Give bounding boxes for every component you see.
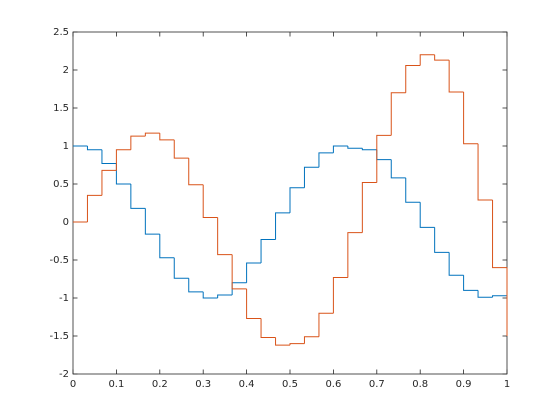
x-tick-label: 0.1	[108, 379, 124, 390]
stair-step	[463, 92, 479, 145]
x-tick-label: 0.5	[282, 379, 298, 390]
stair-step	[101, 169, 117, 196]
y-tick-label: 2	[63, 65, 69, 76]
x-tick-label: 0.7	[369, 379, 385, 390]
stair-step	[434, 54, 450, 61]
stair-step	[303, 336, 319, 344]
stair-step	[173, 257, 189, 279]
stair-step	[86, 146, 102, 151]
stair-step	[318, 152, 334, 168]
x-tick-label: 0.3	[195, 379, 211, 390]
stair-step	[390, 92, 406, 136]
stair-step	[188, 278, 204, 293]
stair-step	[289, 187, 305, 213]
stair-step	[361, 148, 377, 151]
stair-step	[434, 227, 450, 253]
stair-step	[390, 159, 406, 179]
stair-step	[231, 254, 247, 290]
stair-step	[246, 262, 262, 283]
x-tick-label: 0.9	[456, 379, 472, 390]
stair-step	[405, 64, 421, 93]
stair-step	[86, 194, 102, 222]
y-tick-label: 0.5	[53, 179, 69, 190]
stair-step	[188, 158, 204, 186]
stair-step	[144, 208, 160, 235]
stair-step	[477, 143, 493, 201]
y-tick-label: -1.5	[49, 331, 69, 342]
stair-step	[130, 184, 146, 209]
stair-step	[303, 166, 319, 188]
stair-step	[332, 145, 348, 153]
stair-step	[130, 135, 146, 150]
stair-step	[347, 232, 363, 278]
stair-step	[347, 146, 363, 149]
x-tick-label: 0.2	[152, 379, 168, 390]
stair-step	[144, 132, 160, 137]
y-tick-label: 2.5	[53, 27, 69, 38]
stair-step	[405, 177, 421, 203]
x-tick-label: 1	[504, 379, 510, 390]
stair-step	[260, 318, 276, 339]
stair-step	[289, 343, 305, 346]
stair-step	[159, 133, 175, 141]
stair-step	[202, 291, 218, 299]
stair-step	[101, 149, 117, 164]
stair-step	[115, 149, 131, 171]
y-tick-label: -2	[59, 369, 69, 380]
stair-step	[202, 184, 218, 218]
y-tick-label: 1	[63, 141, 69, 152]
stair-step	[492, 199, 507, 269]
stair-step	[463, 275, 479, 291]
y-tick-label: -0.5	[49, 255, 69, 266]
stair-step	[275, 337, 290, 346]
stair-step	[159, 234, 175, 259]
stair-step	[275, 212, 290, 240]
y-tick-label: -1	[59, 293, 69, 304]
x-tick-label: 0.4	[239, 379, 255, 390]
stair-step	[419, 202, 435, 228]
y-tick-label: 1.5	[53, 103, 69, 114]
stair-step	[361, 181, 377, 233]
stair-step	[448, 252, 464, 276]
stair-step	[318, 312, 334, 337]
y-tick-label: 0	[63, 217, 69, 228]
x-tick-label: 0.6	[325, 379, 341, 390]
stair-step	[332, 276, 348, 314]
x-tick-label: 0	[70, 379, 76, 390]
stair-step	[246, 288, 262, 320]
stair-step	[217, 217, 233, 256]
stair-step	[217, 294, 233, 298]
stair-step	[376, 134, 392, 183]
stair-step	[477, 290, 493, 298]
stair-step	[419, 54, 435, 66]
stair-step	[492, 295, 507, 298]
stair-step	[173, 139, 189, 159]
stair-step	[448, 60, 464, 93]
stair-step	[260, 238, 276, 264]
x-tick-label: 0.8	[412, 379, 428, 390]
